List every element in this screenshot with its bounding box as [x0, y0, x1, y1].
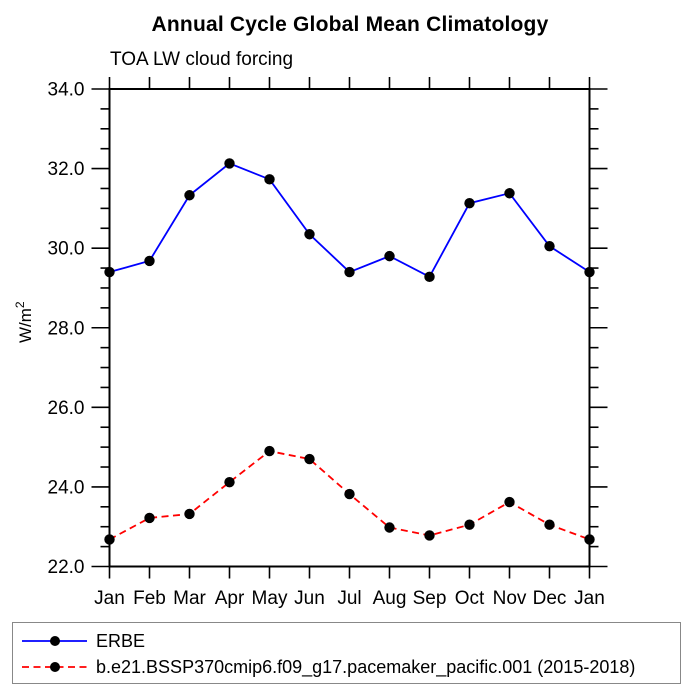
- x-tick-label: Dec: [533, 588, 567, 609]
- x-tick-label: Jan: [94, 588, 125, 609]
- data-point: [184, 508, 195, 520]
- data-point: [424, 271, 435, 283]
- x-tick-label: Sep: [413, 588, 447, 609]
- y-tick-label: 24.0: [48, 477, 85, 498]
- y-axis-label: W/m2: [13, 301, 35, 343]
- x-tick-label: Oct: [455, 588, 485, 609]
- data-point: [104, 266, 115, 278]
- data-point: [384, 522, 395, 533]
- series-markers-1: [104, 445, 595, 545]
- legend-item-erbe: ERBE: [19, 628, 680, 654]
- y-tick-label: 32.0: [48, 159, 85, 180]
- series-markers-0: [104, 158, 595, 283]
- y-tick-label: 28.0: [48, 318, 85, 339]
- series-line-0: [109, 162, 590, 279]
- data-point: [224, 476, 235, 488]
- data-point: [344, 488, 355, 500]
- data-point: [584, 266, 595, 278]
- chart-subtitle: TOA LW cloud forcing: [110, 49, 294, 70]
- y-tick-label: 34.0: [48, 80, 85, 101]
- legend-sample-line-1: [22, 662, 87, 672]
- x-tick-label: Jan: [574, 588, 605, 609]
- x-tick-label: Mar: [173, 588, 206, 609]
- y-tick-label: 26.0: [48, 398, 85, 419]
- legend-label: ERBE: [96, 630, 146, 651]
- data-point: [504, 496, 515, 508]
- legend-label: b.e21.BSSP370cmip6.f09_g17.pacemaker_pac…: [96, 656, 636, 677]
- legend: ERBE b.e21.BSSP370cmip6.f09_g17.pacemake…: [12, 622, 681, 684]
- y-axis-ticks: [91, 88, 608, 568]
- x-tick-label: Apr: [215, 588, 245, 609]
- data-point: [384, 250, 395, 262]
- x-tick-label: Jul: [337, 588, 361, 609]
- data-point: [184, 190, 195, 201]
- data-point: [144, 255, 155, 267]
- x-tick-label: May: [252, 588, 288, 609]
- x-tick-label: Feb: [133, 588, 166, 609]
- data-point: [264, 174, 275, 185]
- legend-item-model: b.e21.BSSP370cmip6.f09_g17.pacemaker_pac…: [19, 654, 680, 680]
- x-tick-label: Nov: [493, 588, 527, 609]
- legend-marker-icon: [50, 636, 60, 646]
- x-tick-label: Jun: [294, 588, 325, 609]
- data-point: [224, 158, 235, 169]
- data-point: [544, 519, 555, 530]
- plot-area: 22.0 24.0 26.0 28.0 30.0 32.0 34.0 Jan Feb Mar Apr…: [13, 77, 608, 609]
- data-point: [544, 240, 555, 252]
- data-point: [464, 519, 475, 530]
- data-point: [144, 512, 155, 524]
- data-point: [264, 445, 275, 457]
- data-point: [464, 198, 475, 209]
- y-tick-label: 22.0: [48, 557, 85, 578]
- data-point: [424, 530, 435, 541]
- y-axis-tick-labels: 22.0 24.0 26.0 28.0 30.0 32.0 34.0: [48, 80, 85, 579]
- data-point: [584, 534, 595, 545]
- legend-sample-line-0: [22, 636, 87, 646]
- x-tick-label: Aug: [373, 588, 407, 609]
- data-point: [304, 229, 315, 240]
- y-tick-label: 30.0: [48, 239, 85, 260]
- data-point: [344, 266, 355, 278]
- x-axis-tick-labels: Jan Feb Mar Apr May Jun Jul Aug Sep Oct Nov Dec Jan: [94, 588, 605, 609]
- data-point: [304, 453, 315, 465]
- data-point: [104, 534, 115, 545]
- x-axis-ticks: [108, 77, 591, 579]
- legend-marker-icon: [50, 662, 60, 672]
- data-point: [504, 188, 515, 199]
- chart-title: Annual Cycle Global Mean Climatology: [151, 13, 549, 36]
